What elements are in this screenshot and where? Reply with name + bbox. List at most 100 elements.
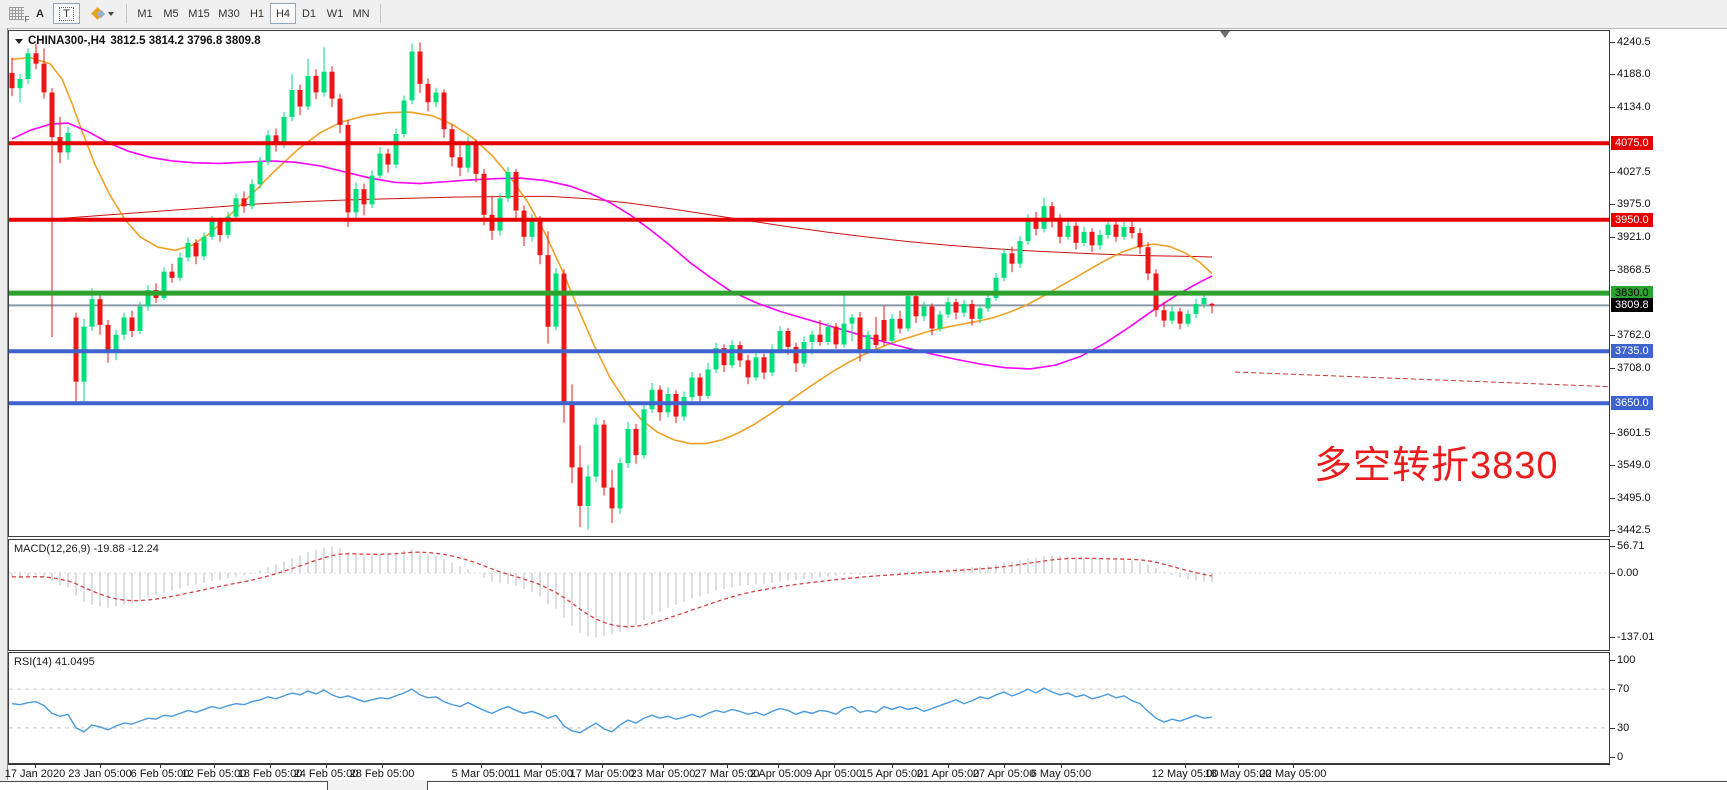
axis-tick: [1610, 546, 1615, 547]
time-tick-label: 12 Feb 05:00: [181, 768, 247, 780]
time-tick: [892, 765, 893, 768]
time-tick: [35, 765, 36, 768]
axis-tick: [1610, 637, 1615, 638]
axis-tick: [1610, 270, 1615, 271]
rsi-panel[interactable]: RSI(14) 41.0495: [8, 652, 1610, 764]
time-tick-label: 27 Apr 05:00: [972, 768, 1036, 780]
time-tick-label: 18 Feb 05:00: [237, 768, 303, 780]
time-tick: [481, 765, 482, 768]
axis-tick: [1610, 433, 1615, 434]
time-tick-label: 18 May 05:00: [1204, 768, 1272, 780]
time-tick: [727, 765, 728, 768]
axis-tick: [1610, 172, 1615, 173]
rsi-chart: [9, 687, 1609, 734]
axis-tick: [1610, 660, 1615, 661]
time-tick: [382, 765, 383, 768]
tf-m30-button[interactable]: M30: [218, 7, 240, 20]
price-tick-label: 3762.0: [1617, 329, 1651, 341]
axis-tick: [1610, 530, 1615, 531]
price-tick-label: 3868.5: [1617, 264, 1651, 276]
axis-tick: [1610, 107, 1615, 108]
time-axis[interactable]: 17 Jan 2020 23 Jan 05:00 6 Feb 05:00 12 Feb…: [5, 764, 1610, 781]
text-a-tool-button[interactable]: A: [30, 3, 50, 24]
axis-tick: [1610, 204, 1615, 205]
bottom-tab-strip: [0, 780, 1727, 790]
price-level-badge: 4075.0: [1611, 136, 1653, 150]
price-tick-label: 3495.0: [1617, 492, 1651, 504]
chart-annotation-text: 多空转折3830: [1314, 445, 1559, 487]
macd-tick-label: 0.00: [1617, 567, 1639, 579]
text-label-tool-button[interactable]: T: [53, 3, 80, 24]
axis-tick: [1610, 237, 1615, 238]
time-tick-label: 17 Mar 05:00: [569, 768, 635, 780]
tf-w1-button[interactable]: W1: [326, 7, 344, 20]
current-price-badge: 3809.8: [1611, 298, 1653, 312]
time-tick-label: 6 Feb 05:00: [130, 768, 190, 780]
time-tick-label: 2 Apr 05:00: [749, 768, 807, 780]
time-tick-label: 27 Mar 05:00: [694, 768, 760, 780]
symbol-dropdown-icon[interactable]: [15, 38, 23, 44]
axis-tick: [1610, 498, 1615, 499]
macd-chart: [9, 546, 1609, 638]
rsi-label: RSI(14) 41.0495: [14, 656, 95, 668]
rsi-tick-label: 0: [1617, 751, 1624, 763]
macd-panel[interactable]: MACD(12,26,9) -19.88 -12.24: [8, 539, 1610, 651]
tf-h4-button[interactable]: H4: [270, 3, 296, 24]
objects-tool-button[interactable]: [86, 3, 120, 24]
time-tick-label: 9 Apr 05:00: [805, 768, 863, 780]
tf-mn-button[interactable]: MN: [352, 7, 370, 20]
time-tick: [1061, 765, 1062, 768]
chart-shift-marker-icon[interactable]: [1220, 31, 1230, 38]
axis-tick: [1610, 689, 1615, 690]
price-level-badge: 3950.0: [1611, 213, 1653, 227]
chevron-down-icon: [107, 11, 114, 16]
grid-f-tool-button[interactable]: F: [4, 3, 30, 24]
time-tick-label: 22 May 05:00: [1259, 768, 1327, 780]
time-tick: [100, 765, 101, 768]
price-tick-label: 3975.0: [1617, 198, 1651, 210]
axis-tick: [1610, 368, 1615, 369]
text-box-icon: T: [59, 6, 74, 21]
time-tick: [948, 765, 949, 768]
time-tick: [160, 765, 161, 768]
rsi-tick-label: 30: [1617, 722, 1630, 734]
axis-tick: [1610, 74, 1615, 75]
tf-h1-button[interactable]: H1: [249, 7, 265, 20]
time-tick-label: 24 Feb 05:00: [293, 768, 359, 780]
tf-d1-button[interactable]: D1: [301, 7, 317, 20]
symbol-label: CHINA300-,H4: [28, 35, 106, 47]
price-tick-label: 4134.0: [1617, 101, 1651, 113]
tf-m1-button[interactable]: M1: [137, 7, 153, 20]
price-tick-label: 3601.5: [1617, 427, 1651, 439]
price-tick-label: 4027.5: [1617, 166, 1651, 178]
price-tick-label: 3549.0: [1617, 459, 1651, 471]
time-tick-label: 23 Mar 05:00: [630, 768, 696, 780]
time-tick: [1185, 765, 1186, 768]
axis-tick: [1610, 465, 1615, 466]
time-tick-label: 17 Jan 2020: [4, 768, 66, 780]
chart-tab[interactable]: [427, 781, 1727, 790]
time-tick: [663, 765, 664, 768]
axis-tick: [1610, 42, 1615, 43]
macd-tick-label: -137.01: [1617, 631, 1655, 643]
tf-m5-button[interactable]: M5: [163, 7, 179, 20]
macd-tick-label: 56.71: [1617, 540, 1645, 552]
price-level-badge: 3735.0: [1611, 344, 1653, 358]
time-tick-label: 11 Mar 05:00: [508, 768, 573, 780]
time-tick-label: 12 May 05:00: [1151, 768, 1219, 780]
main-chart-panel[interactable]: CHINA300-,H4 3812.5 3814.2 3796.8 3809.8: [8, 30, 1610, 537]
tf-m15-button[interactable]: M15: [188, 7, 210, 20]
time-tick: [602, 765, 603, 768]
time-tick: [1004, 765, 1005, 768]
axis-tick: [1610, 573, 1615, 574]
chart-title: CHINA300-,H4 3812.5 3814.2 3796.8 3809.8: [15, 35, 261, 47]
toolbar-separator-2: [380, 4, 381, 23]
price-tick-label: 3921.0: [1617, 231, 1651, 243]
axis-tick: [1610, 335, 1615, 336]
window-left-border: [0, 28, 8, 790]
candlestick-chart: [9, 42, 1609, 530]
toolbar: F A T M1 M5 M15 M30 H1 H4 D1 W1 MN: [0, 0, 1727, 29]
time-tick: [1293, 765, 1294, 768]
chart-tab[interactable]: [0, 781, 328, 790]
